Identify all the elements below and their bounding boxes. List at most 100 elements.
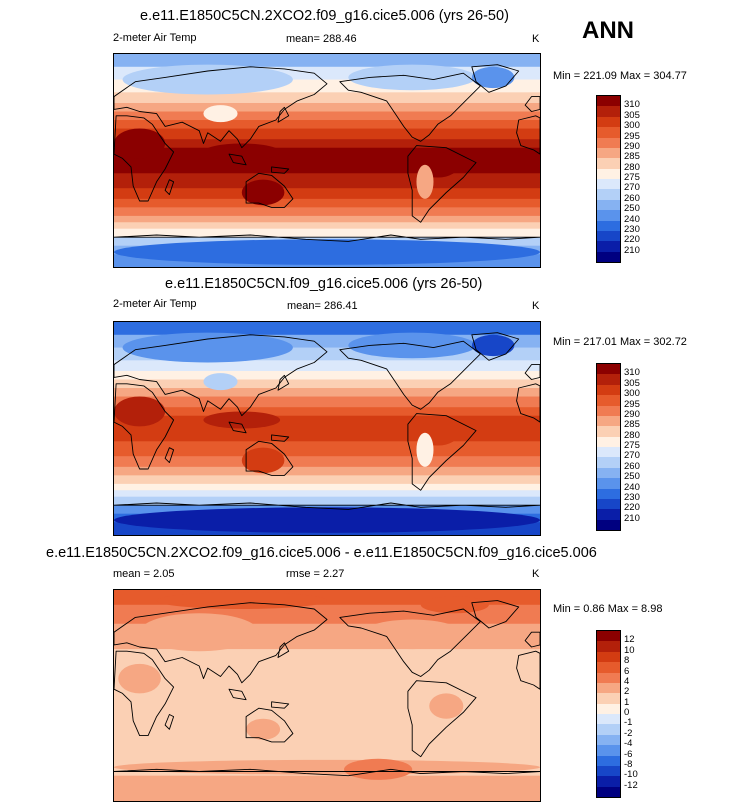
panel-1-colorbar-tick-label: 295 [624,130,640,142]
panel-2-colorbar-swatch [597,467,620,479]
panel-3-mean-value: 2.05 [153,568,175,580]
panel-3-colorbar-swatch [597,672,620,683]
panel-2-title: e.e11.E1850C5CN.f09_g16.cice5.006 (yrs 2… [165,276,483,292]
panel-1-title: e.e11.E1850C5CN.2XCO2.f09_g16.cice5.006 … [140,8,509,24]
panel-2-colorbar-tick-label: 220 [624,502,640,514]
panel-2-colorbar-swatch [597,364,620,375]
panel-3-colorbar-tick-label: -8 [624,758,633,770]
panel-1-colorbar-tick-label: 250 [624,203,640,215]
panel-1-colorbar-swatch [597,158,620,169]
panel-3-colorbar-swatch [597,755,620,766]
panel-1-colorbar-swatch [597,106,620,117]
panel-2-colorbar-tick-label: 290 [624,408,640,420]
panel-1-colorbar-tick-label: 220 [624,234,640,246]
panel-2-colorbar-swatch [597,519,620,530]
panel-3-rmse-label: rmse = [286,568,320,580]
panel-1-colorbar-swatch [597,199,620,211]
panel-1-map [113,53,541,268]
panel-1-colorbar-tick-label: 230 [624,223,640,235]
panel-1-minmax: Min = 221.09 Max = 304.77 [553,70,687,82]
panel-2-colorbar-swatch [597,447,620,458]
panel-3-colorbar-swatch [597,662,620,673]
panel-3-map-svg [114,590,540,801]
panel-2-colorbar [596,363,621,531]
panel-3-colorbar-tick-label: -4 [624,738,633,750]
panel-2-colorbar-swatch [597,498,620,510]
panel-2-colorbar-tick-label: 250 [624,471,640,483]
panel-1-mean-value: 288.46 [323,33,357,45]
panel-2-variable: 2-meter Air Temp [113,298,197,310]
panel-2-colorbar-swatch [597,457,620,468]
panel-2-colorbar-tick-label: 300 [624,388,640,400]
panel-3-colorbar-swatch [597,631,620,642]
panel-2-colorbar-tick-label: 260 [624,460,640,472]
panel-1-colorbar-tick-label: 275 [624,172,640,183]
panel-3-colorbar-tick-label: -1 [624,717,633,729]
panel-2-mean-value: 286.41 [324,300,358,312]
panel-2-colorbar-tick-label: 285 [624,419,640,431]
panel-3-colorbar-swatch [597,651,620,663]
panel-2-colorbar-swatch [597,509,620,520]
panel-2-colorbar-swatch [597,384,620,396]
panel-2-colorbar-tick-label: 210 [624,512,640,524]
panel-2-colorbar-swatch [597,478,620,489]
panel-1-colorbar-swatch [597,168,620,179]
panel-1-colorbar-swatch [597,137,620,148]
panel-2-colorbar-swatch [597,405,620,416]
panel-3-mean-label: mean = [113,568,150,580]
panel-2-map-svg [114,322,540,535]
panel-3-mean: mean = 2.05 [113,568,174,580]
panel-2-colorbar-swatch [597,395,620,406]
panel-1-colorbar-tick-label: 240 [624,213,640,225]
panel-1-colorbar-swatch [597,96,620,107]
season-label: ANN [582,17,634,44]
panel-3-colorbar-swatch [597,745,620,756]
panel-3-units: K [532,568,540,580]
panel-2-colorbar-tick-label: 305 [624,377,640,389]
panel-3-minmax: Min = 0.86 Max = 8.98 [553,603,663,615]
panel-2-colorbar-swatch [597,374,620,385]
panel-1-variable: 2-meter Air Temp [113,32,197,44]
panel-3-colorbar-tick-label: 4 [624,675,630,687]
panel-3-colorbar-swatch [597,765,620,777]
panel-2-colorbar-tick-label: 295 [624,398,640,410]
panel-2-colorbar-tick-label: 280 [624,429,640,441]
panel-1-colorbar-swatch [597,116,620,128]
panel-1-colorbar-tick-label: 305 [624,109,640,121]
panel-3-colorbar-swatch [597,776,620,787]
panel-1-colorbar [596,95,621,263]
panel-3-colorbar-tick-label: 10 [624,644,635,656]
panel-1-colorbar-tick-label: 285 [624,151,640,163]
panel-3-colorbar-tick-label: 0 [624,707,630,718]
panel-1-colorbar-swatch [597,251,620,262]
panel-1-colorbar-tick-label: 280 [624,161,640,173]
panel-2-colorbar-tick-label: 275 [624,440,640,451]
panel-3-colorbar-tick-label: 1 [624,696,630,708]
panel-3-colorbar-swatch [597,693,620,704]
panel-1-colorbar-swatch [597,147,620,159]
panel-3-colorbar-tick-label: -10 [624,769,638,781]
panel-3-colorbar-tick-label: -2 [624,727,633,739]
panel-1-colorbar-swatch [597,210,620,221]
panel-3-colorbar-swatch [597,682,620,694]
panel-1-mean: mean= 288.46 [286,33,357,45]
panel-3-rmse: rmse = 2.27 [286,568,344,580]
panel-1-colorbar-swatch [597,220,620,231]
panel-3-colorbar-tick-label: 2 [624,686,630,698]
panel-3-colorbar-tick-label: 6 [624,665,630,677]
panel-2-colorbar-swatch [597,426,620,437]
panel-1-colorbar-tick-label: 310 [624,99,640,111]
panel-1-colorbar-swatch [597,179,620,190]
panel-2-minmax: Min = 217.01 Max = 302.72 [553,336,687,348]
panel-2-colorbar-swatch [597,488,620,499]
panel-3-colorbar [596,630,621,798]
panel-3-colorbar-swatch [597,641,620,652]
panel-2-map [113,321,541,536]
panel-3-colorbar-swatch [597,734,620,746]
panel-2-colorbar-tick-label: 270 [624,450,640,462]
panel-1-colorbar-swatch [597,241,620,252]
panel-2-colorbar-swatch [597,436,620,447]
panel-3-colorbar-tick-label: 8 [624,655,630,667]
panel-1-colorbar-swatch [597,189,620,200]
panel-3-title: e.e11.E1850C5CN.2XCO2.f09_g16.cice5.006 … [46,545,597,561]
